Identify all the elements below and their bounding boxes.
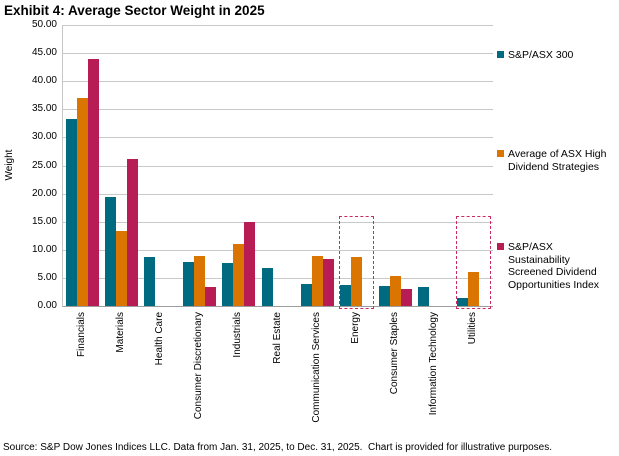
bar-group-consumer-staples: [376, 25, 415, 306]
bar: [127, 159, 139, 306]
bar-group-industrials: [219, 25, 258, 306]
gridline: [63, 81, 493, 83]
x-label-cell: Real Estate: [257, 312, 296, 440]
bar: [417, 287, 429, 306]
x-axis-label: Industrials: [232, 312, 244, 358]
gridline: [63, 249, 493, 251]
x-axis-label: Information Technology: [427, 312, 439, 416]
bar: [261, 268, 273, 306]
gridline: [63, 53, 493, 55]
highlight-box-utilities: [455, 216, 492, 309]
x-axis-label: Health Care: [154, 312, 166, 366]
x-label-cell: Utilities: [453, 312, 492, 440]
source-note: Source: S&P Dow Jones Indices LLC. Data …: [3, 442, 552, 453]
gridline: [63, 137, 493, 139]
bar-group-utilities: [454, 25, 493, 309]
x-label-cell: Communication Services: [297, 312, 336, 440]
x-axis-label: Energy: [349, 312, 361, 344]
y-tick-label: 5.00: [37, 271, 57, 283]
y-tick-label: 35.00: [31, 103, 57, 115]
x-axis-label: Financials: [76, 312, 88, 358]
bar: [467, 272, 479, 306]
bar-group-real-estate: [258, 25, 297, 306]
legend-swatch-icon: [497, 51, 504, 58]
y-tick-label: 30.00: [31, 131, 57, 143]
bar: [378, 285, 390, 306]
bar: [350, 256, 362, 306]
legend-item: S&P/ASX Sustainability Screened Dividend…: [497, 241, 616, 291]
legend-label: S&P/ASX Sustainability Screened Dividend…: [508, 241, 600, 291]
bar: [194, 255, 206, 306]
bar-group-financials: [63, 25, 102, 306]
y-tick-label: 10.00: [31, 243, 57, 255]
x-axis-label: Consumer Discretionary: [193, 312, 205, 420]
gridline: [63, 277, 493, 279]
bar-group-information-technology: [415, 25, 454, 306]
bar-group-energy: [337, 25, 376, 309]
bar-groups: [63, 25, 493, 309]
chart-title: Exhibit 4: Average Sector Weight in 2025: [4, 3, 265, 18]
legend-label: S&P/ASX 300: [508, 49, 574, 61]
legend-label: Average of ASX High Dividend Strategies: [508, 148, 607, 173]
x-label-cell: Materials: [101, 312, 140, 440]
x-label-cell: Energy: [336, 312, 375, 440]
x-label-cell: Financials: [62, 312, 101, 440]
y-tick-label: 25.00: [31, 159, 57, 171]
gridline: [63, 221, 493, 223]
y-tick-label: 0.00: [37, 300, 57, 311]
bar: [233, 244, 245, 306]
x-axis-label: Utilities: [466, 312, 478, 345]
x-label-cell: Consumer Discretionary: [179, 312, 218, 440]
bar-group-health-care: [141, 25, 180, 306]
bar: [456, 298, 468, 306]
bar-group-consumer-discretionary: [180, 25, 219, 306]
plot-area: [62, 25, 493, 309]
x-axis-label: Real Estate: [271, 312, 283, 364]
bar: [300, 284, 312, 306]
highlight-box-energy: [338, 216, 374, 309]
bar: [144, 256, 156, 306]
legend-item: S&P/ASX 300: [497, 49, 616, 62]
bar: [389, 275, 401, 306]
x-axis-label: Materials: [115, 312, 127, 353]
legend-item: Average of ASX High Dividend Strategies: [497, 148, 616, 173]
gridline: [63, 25, 493, 26]
x-label-cell: Information Technology: [414, 312, 453, 440]
y-tick-label: 40.00: [31, 75, 57, 87]
bar: [183, 262, 195, 306]
x-axis-labels: Financials Materials Health Care Consumer D…: [62, 312, 492, 440]
y-axis-ticks: 0.00 5.00 10.00 15.00 20.00 25.00 30.00 35.00 40…: [0, 20, 57, 311]
x-axis-label: Consumer Staples: [388, 312, 400, 395]
bar: [244, 222, 256, 306]
bar: [311, 255, 323, 306]
bar: [66, 119, 78, 306]
bar-group-communication-services: [298, 25, 337, 306]
bar-group-materials: [102, 25, 141, 306]
x-axis-label: Communication Services: [310, 312, 322, 423]
x-label-cell: Consumer Staples: [375, 312, 414, 440]
gridline: [63, 165, 493, 167]
bar: [339, 285, 351, 306]
x-label-cell: Health Care: [140, 312, 179, 440]
y-tick-label: 45.00: [31, 47, 57, 59]
bar: [400, 288, 412, 306]
y-tick-label: 50.00: [31, 19, 57, 30]
x-label-cell: Industrials: [218, 312, 257, 440]
bar: [222, 263, 234, 306]
legend: S&P/ASX 300 Average of ASX High Dividend …: [497, 25, 617, 306]
bar: [205, 287, 217, 306]
bar: [116, 230, 128, 306]
legend-swatch-icon: [497, 150, 504, 157]
bar: [105, 196, 117, 306]
y-tick-label: 15.00: [31, 215, 57, 227]
gridline: [63, 109, 493, 111]
gridline: [63, 193, 493, 195]
legend-swatch-icon: [497, 243, 504, 250]
bar: [88, 58, 100, 306]
y-tick-label: 20.00: [31, 187, 57, 199]
bar: [322, 259, 334, 306]
bar: [77, 98, 89, 306]
